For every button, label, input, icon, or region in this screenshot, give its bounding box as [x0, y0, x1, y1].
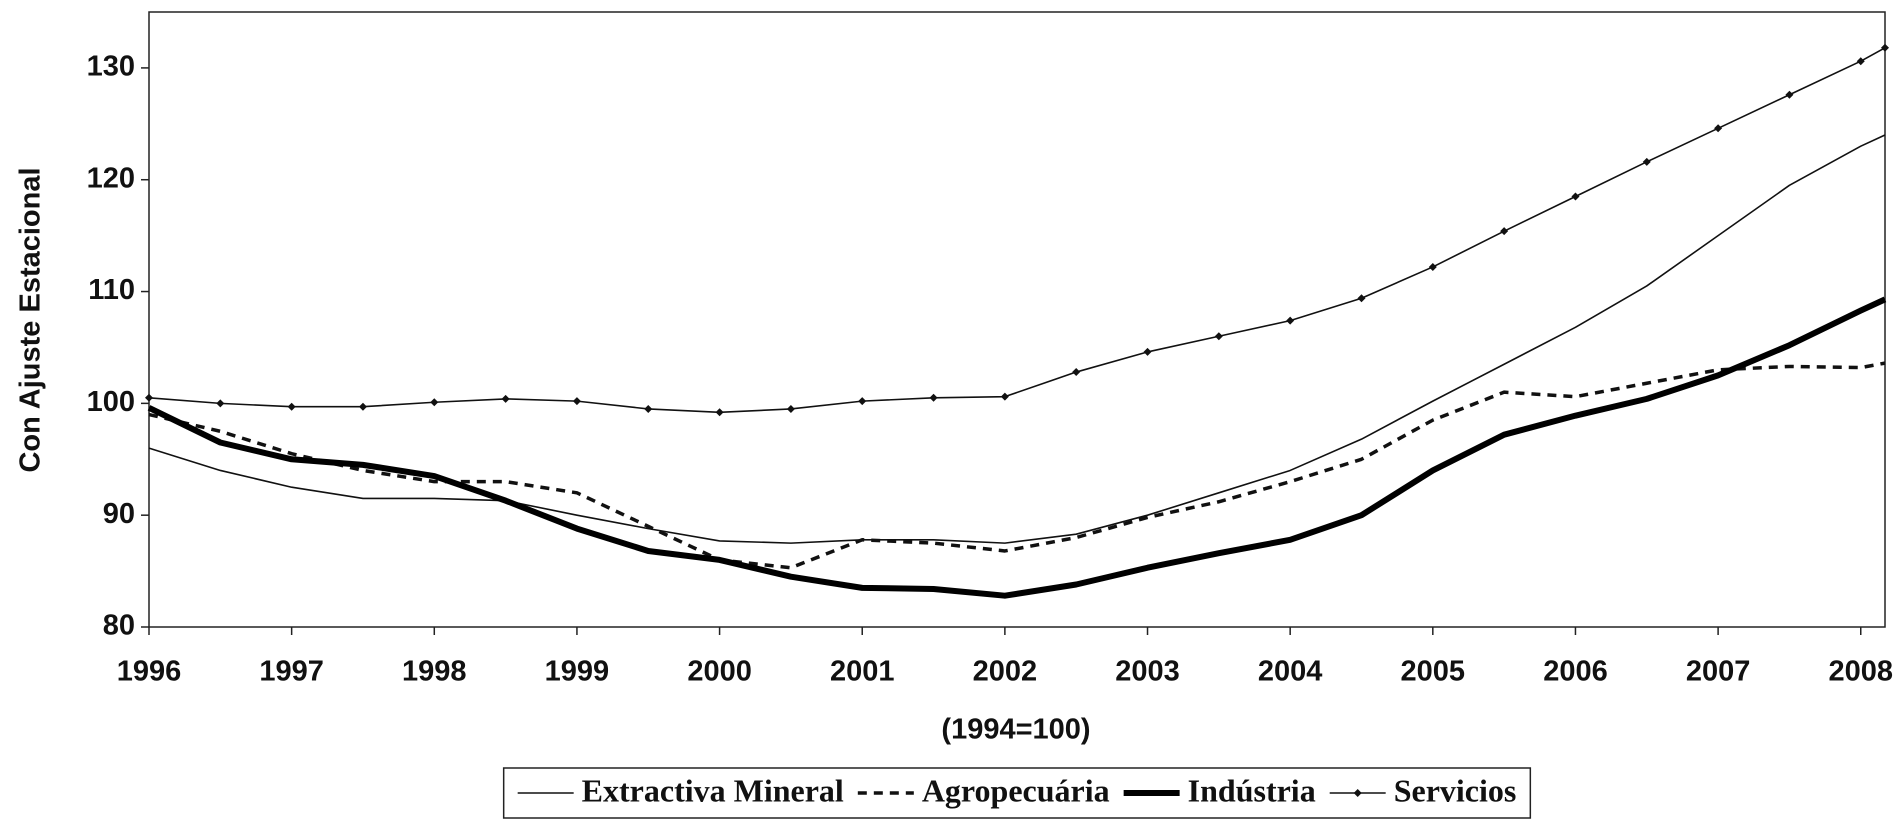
y-tick-label: 90 [103, 498, 135, 530]
y-tick-label: 130 [87, 51, 135, 83]
series-marker [1500, 227, 1509, 236]
x-tick-label: 2002 [973, 656, 1038, 688]
series-marker [858, 397, 867, 406]
x-tick-label: 1999 [545, 656, 610, 688]
series-line [148, 361, 1886, 570]
plot-frame [148, 11, 1886, 628]
series-line [148, 134, 1886, 544]
x-tick-label: 2001 [830, 656, 895, 688]
series-marker [786, 404, 795, 413]
y-tick-label: 80 [103, 610, 135, 642]
series-marker [430, 398, 439, 407]
x-tick-label: 2000 [687, 656, 752, 688]
series-marker [1714, 124, 1723, 133]
y-tick-label: 120 [87, 162, 135, 194]
series-line [148, 47, 1886, 414]
y-tick-label: 110 [88, 274, 135, 306]
legend-label: Extractiva Mineral [582, 772, 844, 808]
series-marker [715, 408, 724, 417]
legend-label: Servicios [1394, 772, 1517, 808]
series-marker [216, 399, 225, 408]
series-line [147, 296, 1887, 599]
x-tick-label: 1998 [402, 656, 467, 688]
x-tick-label: 2006 [1543, 656, 1608, 688]
series-marker [929, 393, 938, 402]
series-marker [1214, 332, 1223, 341]
x-tick-label: 1996 [117, 656, 182, 688]
series-marker [644, 404, 653, 413]
series-marker [1571, 192, 1580, 201]
x-tick-label: 2007 [1686, 656, 1751, 688]
series-marker [1642, 157, 1651, 166]
x-axis-label: (1994=100) [941, 714, 1090, 746]
series-marker [1357, 294, 1366, 303]
series-marker [1143, 347, 1152, 356]
x-tick-label: 1997 [259, 656, 324, 688]
series-marker [1856, 57, 1865, 66]
x-tick-label: 2008 [1828, 656, 1893, 688]
legend: Extractiva Mineral Agropecuária Indústria S… [502, 767, 1532, 819]
series-marker [572, 397, 581, 406]
y-tick-label: 100 [87, 386, 135, 418]
series-marker [1000, 392, 1009, 401]
x-tick-label: 2005 [1401, 656, 1466, 688]
series-marker [1286, 316, 1295, 325]
legend-label: Agropecuária [922, 772, 1110, 808]
series-marker [145, 393, 153, 402]
x-tick-label: 2004 [1258, 656, 1323, 688]
series-marker [287, 402, 296, 411]
x-tick-label: 2003 [1115, 656, 1180, 688]
series-marker [358, 402, 367, 411]
series-marker [1072, 368, 1081, 377]
series-marker [1881, 43, 1889, 52]
legend-marker [1353, 789, 1362, 797]
legend-label: Indústria [1188, 772, 1316, 808]
series-marker [501, 394, 510, 403]
y-axis-label: Con Ajuste Estacional [15, 167, 47, 472]
series-marker [1785, 90, 1794, 99]
series-marker [1428, 262, 1437, 271]
